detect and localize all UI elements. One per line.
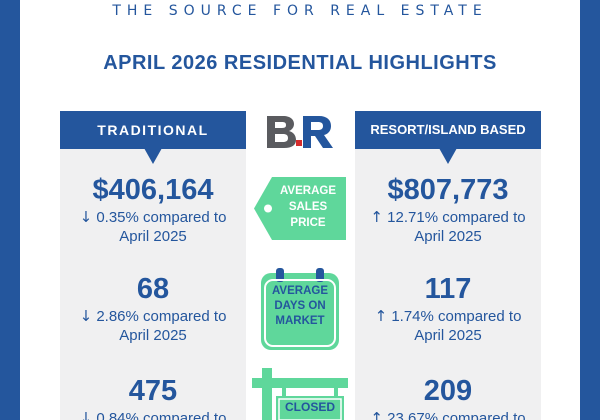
sold-sign-icon xyxy=(252,368,348,420)
traditional-sales-price-stat: $406,164 ↓ 0.35% compared to April 2025 xyxy=(60,174,246,246)
average-days-on-market-label: AVERAGE DAYS ON MARKET xyxy=(271,285,329,327)
stat-period: April 2025 xyxy=(119,327,187,344)
down-arrow-icon: ↓ xyxy=(79,208,93,226)
resort-column xyxy=(355,148,541,420)
stat-value: 475 xyxy=(128,375,178,407)
price-tag-icon xyxy=(254,177,346,240)
up-arrow-icon: ↑ xyxy=(370,208,383,226)
traditional-closed-stat: 475 ↓ 0.84% compared to xyxy=(60,375,246,420)
closed-label: CLOSED xyxy=(284,400,335,414)
stat-value: $406,164 xyxy=(92,174,214,206)
frame-left-bar xyxy=(0,0,20,420)
stat-change: ↓ 0.35% compared to xyxy=(79,208,227,226)
traditional-heading: TRADITIONAL xyxy=(60,111,246,149)
up-arrow-icon: ↑ xyxy=(374,307,388,325)
traditional-heading-pointer xyxy=(144,148,162,164)
resort-closed-stat: 209 ↑ 23.67% compared to xyxy=(355,375,541,420)
stat-value: $807,773 xyxy=(387,174,509,206)
resort-sales-price-stat: $807,773 ↑ 12.71% compared to April 2025 xyxy=(355,174,541,246)
calendar-icon xyxy=(261,268,339,350)
up-arrow-icon: ↑ xyxy=(370,409,383,420)
stat-change: ↑ 12.71% compared to xyxy=(370,208,526,226)
stat-change: ↓ 2.86% compared to xyxy=(79,307,227,325)
down-arrow-icon: ↓ xyxy=(79,307,93,325)
traditional-column xyxy=(60,148,246,420)
traditional-days-on-market-stat: 68 ↓ 2.86% compared to April 2025 xyxy=(60,273,246,345)
tagline: THE SOURCE FOR REAL ESTATE xyxy=(112,3,488,19)
down-arrow-icon: ↓ xyxy=(79,409,93,420)
page-title: APRIL 2026 RESIDENTIAL HIGHLIGHTS xyxy=(103,52,497,74)
resort-days-on-market-stat: 117 ↑ 1.74% compared to April 2025 xyxy=(355,273,541,345)
resort-heading-pointer xyxy=(439,148,457,164)
stat-value: 209 xyxy=(423,375,473,407)
stat-period: April 2025 xyxy=(414,228,482,245)
resort-heading: RESORT/ISLAND BASED xyxy=(355,111,541,149)
stat-change: ↓ 0.84% compared to xyxy=(60,409,246,420)
stat-period: April 2025 xyxy=(119,228,187,245)
frame-right-bar xyxy=(580,0,600,420)
stat-value: 68 xyxy=(136,273,170,305)
br-logo-icon xyxy=(267,116,333,148)
stat-value: 117 xyxy=(424,273,472,305)
average-sales-price-label: AVERAGE SALES PRICE xyxy=(279,185,337,229)
stat-period: April 2025 xyxy=(414,327,482,344)
stat-change: ↑ 1.74% compared to xyxy=(374,307,522,325)
stat-change: ↑ 23.67% compared to xyxy=(355,409,541,420)
